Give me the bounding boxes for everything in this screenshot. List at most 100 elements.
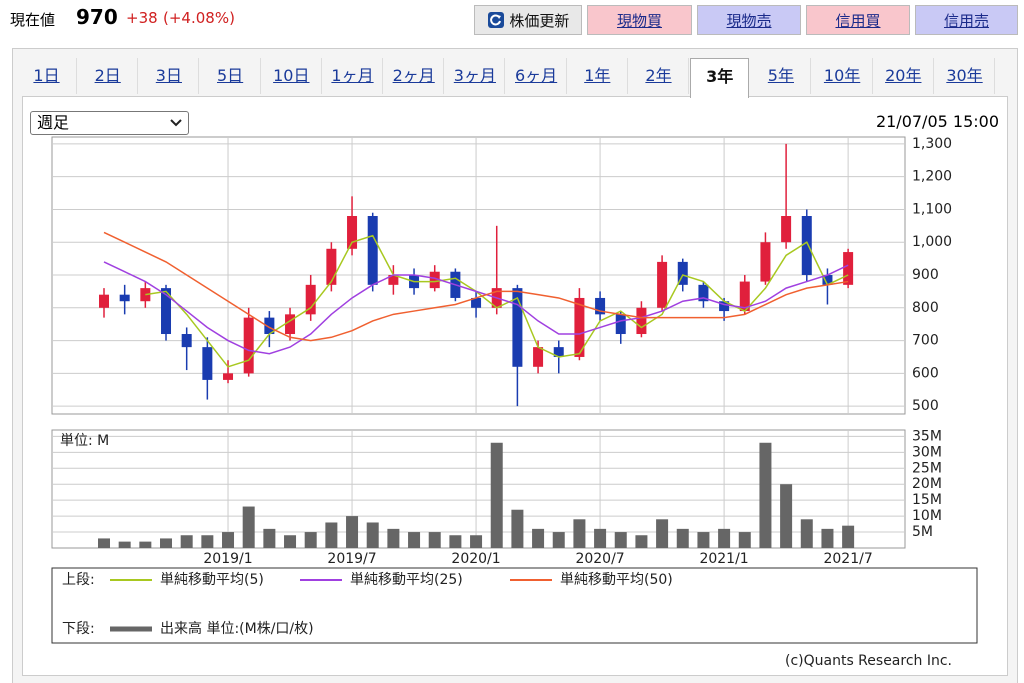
candle-body bbox=[822, 275, 833, 285]
select-value: 週足 bbox=[37, 113, 70, 132]
candle-body bbox=[264, 317, 275, 335]
period-select[interactable]: 週足 bbox=[30, 111, 189, 135]
candle-body bbox=[243, 317, 254, 374]
period-tab[interactable]: 5日 bbox=[201, 58, 261, 94]
x-tick-label: 2020/7 bbox=[575, 551, 624, 567]
volume-bar bbox=[759, 442, 772, 548]
volume-bar bbox=[201, 535, 214, 548]
y-tick-label: 10M bbox=[912, 508, 942, 524]
price-label: 現在値 bbox=[10, 11, 56, 29]
period-tab[interactable]: 3日 bbox=[139, 58, 200, 94]
candle-body bbox=[533, 347, 544, 367]
candle-body bbox=[99, 294, 109, 308]
candle-body bbox=[781, 216, 792, 243]
buy-button[interactable]: 現物買 bbox=[587, 5, 692, 35]
candle-body bbox=[512, 288, 523, 367]
volume-bar bbox=[552, 532, 565, 548]
candle-body bbox=[181, 334, 192, 348]
volume-bar bbox=[139, 541, 152, 548]
candle-body bbox=[471, 297, 482, 308]
candle-body bbox=[760, 242, 771, 282]
period-tab[interactable]: 3年 bbox=[690, 58, 750, 98]
volume-bar bbox=[222, 532, 235, 548]
period-tab[interactable]: 2ヶ月 bbox=[384, 58, 445, 94]
y-tick-label: 900 bbox=[912, 267, 939, 283]
x-tick-label: 2021/1 bbox=[699, 551, 748, 567]
legend-entry: 単純移動平均(25) bbox=[350, 572, 463, 588]
volume-bar bbox=[800, 519, 813, 548]
moving-average-line bbox=[103, 231, 849, 342]
period-tab[interactable]: 1年 bbox=[568, 58, 628, 94]
volume-bar bbox=[656, 519, 669, 548]
period-tab[interactable]: 30年 bbox=[935, 58, 995, 94]
sell-button[interactable]: 現物売 bbox=[697, 5, 801, 35]
volume-bar bbox=[346, 516, 359, 548]
y-tick-label: 1,000 bbox=[912, 234, 952, 250]
timestamp: 21/07/05 15:00 bbox=[875, 112, 999, 131]
volume-bar bbox=[428, 532, 441, 548]
margin-buy-button[interactable]: 信用買 bbox=[806, 5, 910, 35]
volume-bar bbox=[449, 535, 462, 548]
volume-bar bbox=[697, 532, 710, 548]
candle-body bbox=[677, 261, 688, 285]
volume-bar bbox=[614, 532, 627, 548]
candle-body bbox=[161, 288, 172, 335]
period-tab[interactable]: 2年 bbox=[629, 58, 689, 94]
volume-bar bbox=[511, 509, 524, 548]
candle-body bbox=[202, 347, 213, 380]
x-tick-label: 2019/7 bbox=[327, 551, 376, 567]
button-label: 株価更新 bbox=[509, 12, 570, 30]
y-tick-label: 600 bbox=[912, 365, 939, 381]
y-tick-label: 700 bbox=[912, 333, 939, 349]
y-tick-label: 800 bbox=[912, 300, 939, 316]
margin-sell-button[interactable]: 信用売 bbox=[915, 5, 1018, 35]
candle-body bbox=[305, 284, 316, 315]
volume-bar bbox=[738, 532, 751, 548]
price-change-pct: (+4.08%) bbox=[163, 9, 235, 27]
volume-bar bbox=[387, 528, 400, 548]
candle-body bbox=[698, 284, 709, 302]
volume-bar bbox=[842, 525, 855, 548]
period-tab[interactable]: 3ヶ月 bbox=[445, 58, 506, 94]
volume-plot-frame bbox=[51, 429, 906, 549]
candle-body bbox=[719, 301, 730, 312]
candle-body bbox=[223, 373, 234, 380]
refresh-button[interactable]: 株価更新 bbox=[474, 5, 582, 35]
moving-average-line bbox=[103, 261, 849, 355]
period-tab[interactable]: 1ヶ月 bbox=[323, 58, 383, 94]
period-tab[interactable]: 20年 bbox=[874, 58, 934, 94]
candle-body bbox=[119, 294, 130, 302]
legend-entry: 単純移動平均(5) bbox=[160, 572, 264, 588]
period-tab[interactable]: 1日 bbox=[17, 58, 77, 94]
volume-bar bbox=[160, 538, 173, 548]
period-tab[interactable]: 5年 bbox=[751, 58, 812, 94]
candle-body bbox=[615, 314, 626, 335]
y-tick-label: 20M bbox=[912, 476, 942, 492]
candle-body bbox=[367, 216, 378, 285]
volume-bar bbox=[470, 535, 483, 548]
volume-bar bbox=[718, 528, 731, 548]
legend-label: 上段: bbox=[62, 572, 95, 588]
volume-bar bbox=[821, 528, 834, 548]
period-tab[interactable]: 10日 bbox=[262, 58, 322, 94]
candle-body bbox=[574, 297, 585, 357]
candle-body bbox=[739, 281, 750, 312]
y-tick-label: 25M bbox=[912, 460, 942, 476]
volume-bar bbox=[594, 528, 607, 548]
volume-bar bbox=[635, 535, 648, 548]
period-tab[interactable]: 2日 bbox=[78, 58, 139, 94]
legend-entry: 単純移動平均(50) bbox=[560, 572, 673, 588]
volume-bar bbox=[118, 541, 131, 548]
period-tab[interactable]: 6ヶ月 bbox=[507, 58, 567, 94]
candle-body bbox=[595, 297, 606, 315]
volume-bar bbox=[676, 528, 689, 548]
volume-unit: 単位: M bbox=[60, 433, 109, 449]
candle-body bbox=[347, 216, 358, 249]
y-tick-label: 30M bbox=[912, 444, 942, 460]
candle-body bbox=[801, 216, 812, 276]
period-tab[interactable]: 10年 bbox=[813, 58, 873, 94]
volume-bar bbox=[263, 528, 276, 548]
candle-body bbox=[636, 307, 647, 335]
